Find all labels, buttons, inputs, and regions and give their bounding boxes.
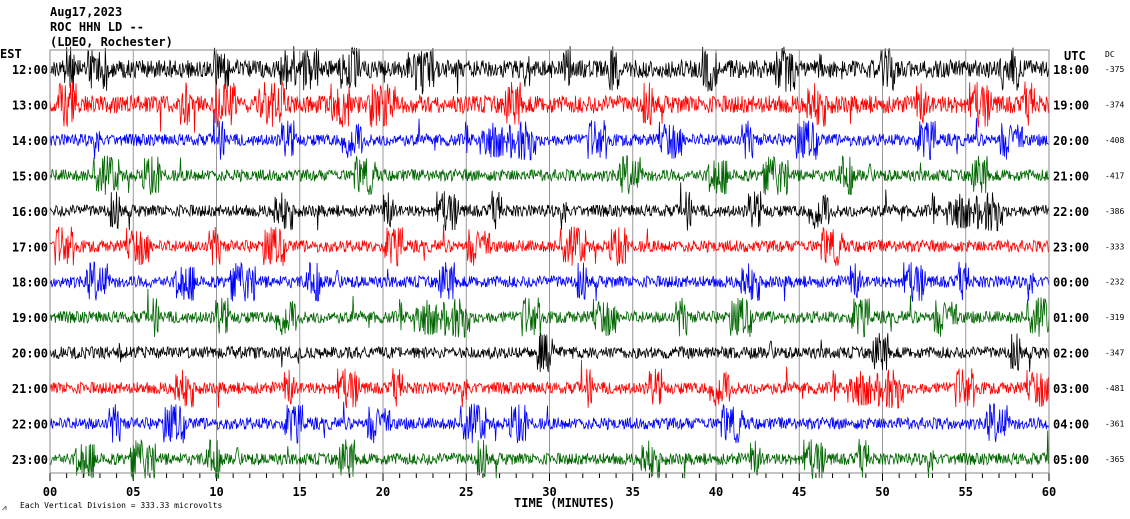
est-row-label: 21:00 (12, 382, 48, 396)
axis-labels: 00 05 10 15 20 25 30 35 40 45 50 55 60 12:00 18:00 -375… (12, 63, 1125, 499)
est-row-label: 22:00 (12, 418, 48, 432)
dc-value: -375 (1105, 65, 1124, 74)
utc-row-label: 05:00 (1053, 453, 1089, 467)
network-title: (LDEO, Rochester) (50, 35, 173, 49)
utc-row-label: 23:00 (1053, 240, 1089, 254)
date-title: Aug17,2023 (50, 5, 122, 19)
est-row-label: 16:00 (12, 205, 48, 219)
trace-1500 (49, 155, 1050, 196)
trace-1400 (49, 111, 1050, 161)
dc-value: -417 (1105, 171, 1124, 180)
x-tick-label: 50 (875, 485, 889, 499)
utc-row-label: 01:00 (1053, 311, 1089, 325)
x-tick-label: 55 (959, 485, 973, 499)
dc-title: DC (1105, 50, 1115, 59)
est-row-label: 19:00 (12, 311, 48, 325)
dc-value: -408 (1105, 136, 1124, 145)
utc-row-label: 00:00 (1053, 276, 1089, 290)
est-row-label: 14:00 (12, 134, 48, 148)
dc-value: -361 (1105, 420, 1124, 429)
trace-1600 (49, 182, 1050, 232)
utc-row-label: 20:00 (1053, 134, 1089, 148)
dc-value: -333 (1105, 242, 1124, 251)
x-tick-label: 60 (1042, 485, 1056, 499)
dc-value: -481 (1105, 384, 1124, 393)
x-tick-label: 35 (626, 485, 640, 499)
dc-value: -386 (1105, 207, 1124, 216)
trace-2300 (49, 430, 1050, 479)
x-tick-label: 30 (542, 485, 556, 499)
scale-icon: ⩘ (2, 503, 7, 512)
x-tick-label: 45 (792, 485, 806, 499)
utc-row-label: 18:00 (1053, 63, 1089, 77)
trace-1800 (49, 261, 1050, 302)
station-title: ROC HHN LD -- (50, 20, 144, 34)
trace-1700 (49, 224, 1050, 267)
x-tick-label: 05 (126, 485, 140, 499)
utc-row-label: 03:00 (1053, 382, 1089, 396)
x-tick-label: 00 (43, 485, 57, 499)
est-row-label: 17:00 (12, 240, 48, 254)
est-row-label: 18:00 (12, 276, 48, 290)
trace-1300 (49, 81, 1050, 133)
est-row-label: 13:00 (12, 98, 48, 112)
x-tick-label: 25 (459, 485, 473, 499)
trace-2200 (49, 401, 1050, 444)
utc-row-label: 02:00 (1053, 347, 1089, 361)
est-row-label: 15:00 (12, 169, 48, 183)
utc-row-label: 22:00 (1053, 205, 1089, 219)
seismic-traces (49, 46, 1050, 479)
grid-lines (49, 50, 1050, 481)
dc-value: -365 (1105, 455, 1124, 464)
scale-note: Each Vertical Division = 333.33 microvol… (20, 501, 222, 510)
dc-value: -374 (1105, 100, 1124, 109)
dc-value: -232 (1105, 278, 1124, 287)
trace-2100 (49, 359, 1050, 409)
utc-row-label: 21:00 (1053, 169, 1089, 183)
trace-2000 (49, 332, 1050, 373)
x-tick-label: 20 (376, 485, 390, 499)
trace-1900 (49, 288, 1050, 338)
x-axis-label: TIME (MINUTES) (514, 496, 615, 510)
est-row-label: 20:00 (12, 347, 48, 361)
plot-frame (49, 49, 1050, 474)
utc-row-label: 04:00 (1053, 418, 1089, 432)
dc-value: -347 (1105, 349, 1124, 358)
x-tick-label: 10 (209, 485, 223, 499)
x-tick-label: 40 (709, 485, 723, 499)
utc-row-label: 19:00 (1053, 98, 1089, 112)
utc-axis-title: UTC (1064, 49, 1086, 63)
x-tick-label: 15 (293, 485, 307, 499)
trace-1200 (49, 46, 1050, 95)
dc-value: -319 (1105, 313, 1124, 322)
est-row-label: 12:00 (12, 63, 48, 77)
est-axis-title: EST (0, 47, 22, 61)
est-row-label: 23:00 (12, 453, 48, 467)
